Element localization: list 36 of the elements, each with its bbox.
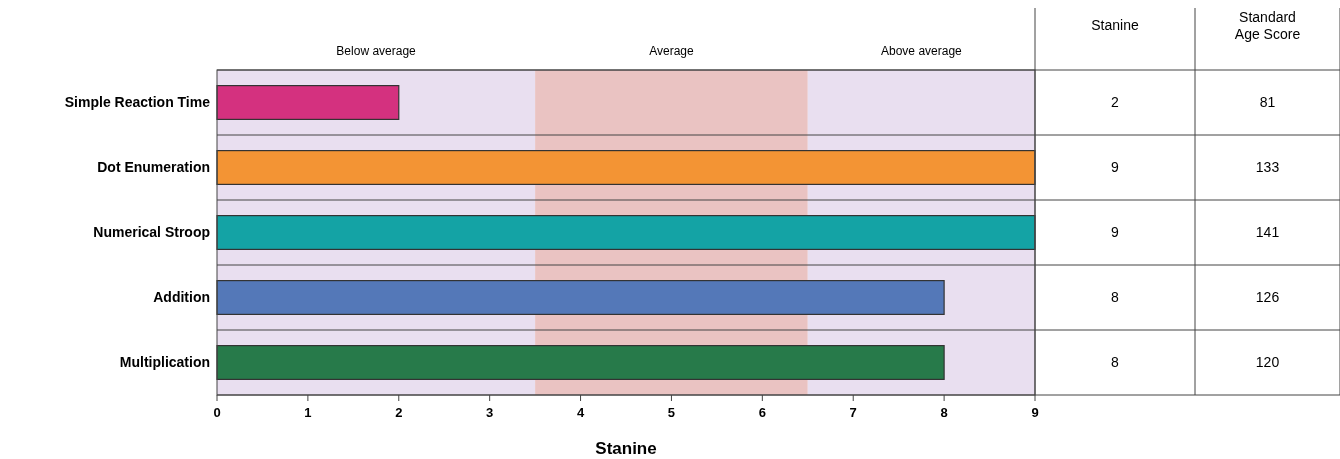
bar [216,85,400,120]
x-tick-label: 0 [213,405,221,420]
text: 133 [1255,159,1280,176]
bar [216,215,1036,250]
y-tick-label: Dot Enumeration [97,159,210,176]
y-tick-label: Numerical Stroop [93,224,210,241]
x-tick-label: 2 [395,405,403,420]
band-label: Average [649,44,695,58]
text: 141 [1255,224,1280,241]
y-tick-label: Simple Reaction Time [64,94,211,111]
band-label: Below average [336,44,417,58]
x-axis-title: Stanine [595,439,657,458]
x-tick-label: 6 [758,405,766,420]
data-label: 9 [1111,224,1120,241]
bar [216,280,945,315]
text: Stanine [1091,17,1139,33]
bar [216,345,945,380]
text: 120 [1255,354,1280,371]
data-label: 2 [1111,94,1120,111]
y-tick-label: Multiplication [119,354,210,371]
y-tick-label: Addition [153,289,210,306]
data-label: 8 [1111,354,1120,371]
text: 126 [1255,289,1280,306]
x-tick-label: 8 [940,405,948,420]
data-label: 8 [1111,289,1120,306]
x-tick-label: 7 [849,405,857,420]
data-label: 9 [1111,159,1120,176]
text: 81 [1259,94,1276,111]
x-tick-label: 1 [304,405,312,420]
band-label: Above average [881,44,963,58]
text: Standard Age Score [1234,9,1301,42]
x-tick-label: 9 [1031,405,1039,420]
x-tick-label: 5 [667,405,676,420]
x-tick-label: 4 [576,405,585,420]
bar [216,150,1036,185]
x-tick-label: 3 [486,405,494,420]
